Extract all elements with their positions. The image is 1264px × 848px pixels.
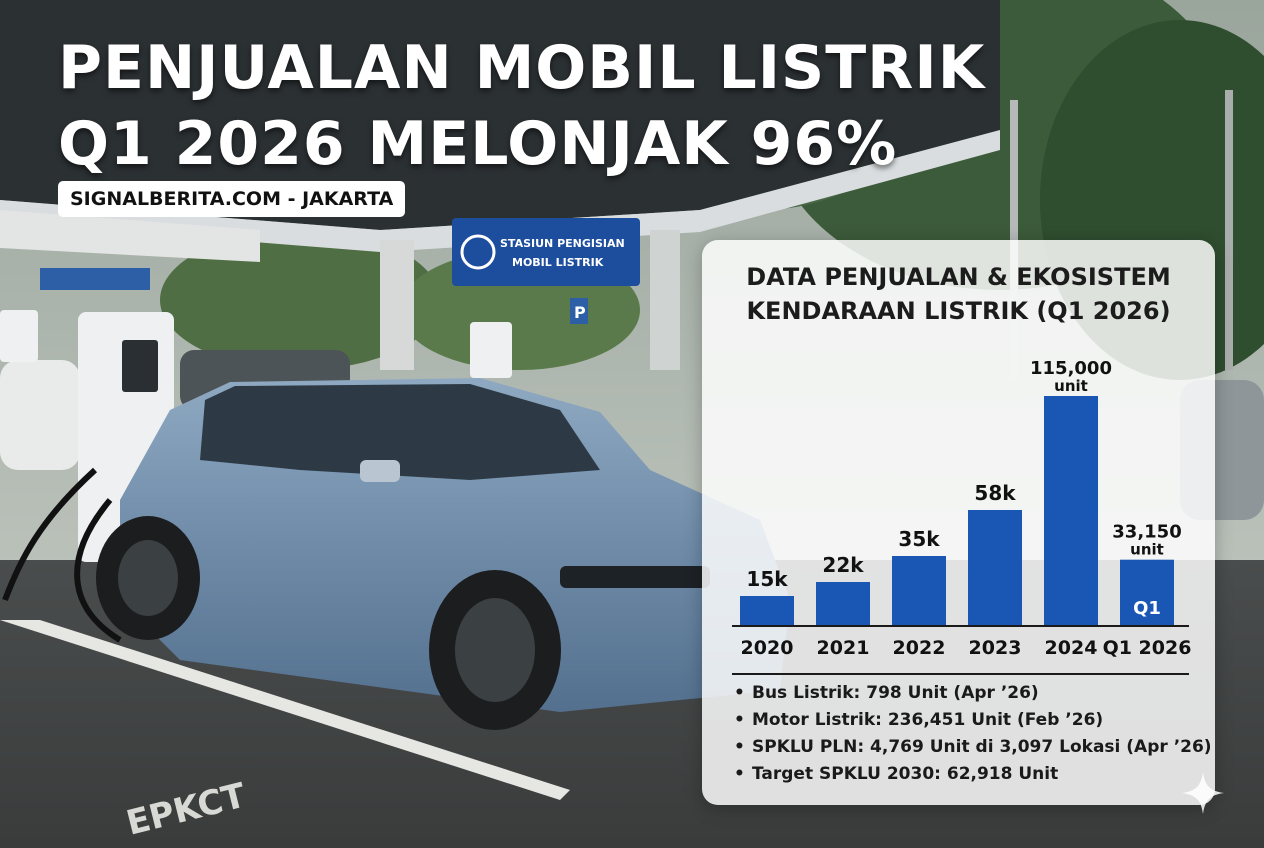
fact-motor: Motor Listrik: 236,451 Unit (Feb ’26) — [734, 707, 1204, 734]
bar-2024 — [1044, 396, 1098, 626]
panel-title-line-1: DATA PENJUALAN & EKOSISTEM — [746, 263, 1171, 291]
bar-unit-label: unit — [1054, 377, 1088, 395]
blue-electric-car — [96, 378, 790, 730]
sales-bar-chart: 15k202022k202135k202258k2023115,000unit2… — [732, 358, 1192, 675]
x-tick-label: 2022 — [893, 637, 946, 659]
bar-value-label: 35k — [898, 527, 940, 551]
bar-value-label: 58k — [974, 481, 1016, 505]
sparkle-icon — [1182, 772, 1224, 814]
bar-unit-label: unit — [1130, 541, 1164, 559]
x-tick-label: 2020 — [741, 637, 794, 659]
bar-2023 — [968, 510, 1022, 626]
panel-title: DATA PENJUALAN & EKOSISTEM KENDARAAN LIS… — [702, 260, 1215, 328]
fact-bus: Bus Listrik: 798 Unit (Apr ’26) — [734, 680, 1204, 707]
data-panel: DATA PENJUALAN & EKOSISTEM KENDARAAN LIS… — [702, 240, 1215, 805]
headline: PENJUALAN MOBIL LISTRIK Q1 2026 MELONJAK… — [58, 30, 985, 182]
parking-sign: P — [574, 303, 586, 322]
bar-inner-label: Q1 — [1133, 598, 1161, 619]
source-badge: SIGNALBERITA.COM - JAKARTA — [58, 181, 406, 217]
x-tick-label: 2023 — [969, 637, 1022, 659]
bar-value-label: 33,150 — [1112, 522, 1181, 543]
bar-2021 — [816, 582, 870, 626]
bar-value-label: 115,000 — [1030, 358, 1112, 379]
station-sign-line2: MOBIL LISTRIK — [512, 256, 604, 269]
panel-title-line-2: KENDARAAN LISTRIK (Q1 2026) — [746, 297, 1171, 325]
station-sign-line1: STASIUN PENGISIAN — [500, 237, 625, 250]
bar-2022 — [892, 556, 946, 626]
headline-line-2: Q1 2026 MELONJAK 96% — [58, 109, 898, 179]
fact-spklu: SPKLU PLN: 4,769 Unit di 3,097 Lokasi (A… — [734, 734, 1212, 761]
bar-q1-2026 — [1120, 559, 1174, 626]
fact-target: Target SPKLU 2030: 62,918 Unit — [734, 761, 1204, 788]
headline-line-1: PENJUALAN MOBIL LISTRIK — [58, 33, 986, 103]
bar-value-label: 22k — [822, 553, 864, 577]
bar-2020 — [740, 596, 794, 626]
x-tick-label: Q1 2026 — [1103, 637, 1192, 659]
x-tick-label: 2024 — [1045, 637, 1098, 659]
facts-list: Bus Listrik: 798 Unit (Apr ’26) Motor Li… — [734, 680, 1212, 788]
bar-value-label: 15k — [746, 567, 788, 591]
x-tick-label: 2021 — [817, 637, 870, 659]
